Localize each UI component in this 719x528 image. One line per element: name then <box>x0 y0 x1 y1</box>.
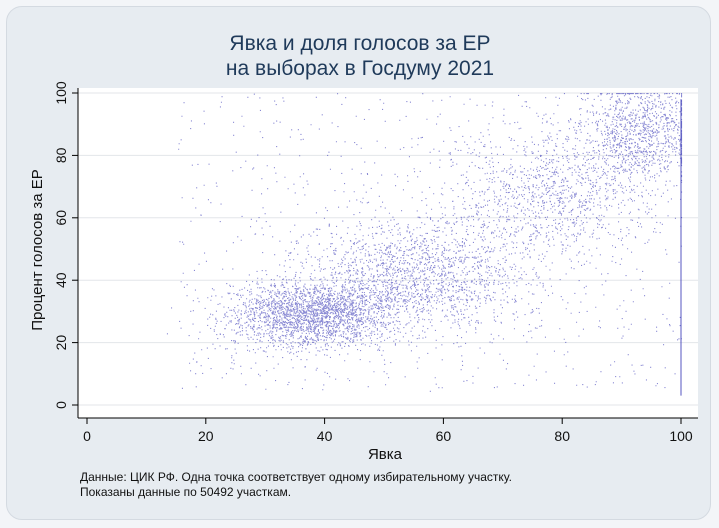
chart-title-line-2: на выборах в Госдуму 2021 <box>226 57 494 80</box>
x-tick-label-100: 100 <box>669 428 693 444</box>
scatter-points <box>166 93 683 392</box>
y-tick-label-60: 60 <box>53 210 69 226</box>
gridlines <box>78 92 698 406</box>
footnote-line-1: Данные: ЦИК РФ. Одна точка соответствует… <box>80 470 512 484</box>
x-axis-label: Явка <box>368 446 403 463</box>
y-tick-label-80: 80 <box>53 147 69 163</box>
footnote-line-2: Показаны данные по 50492 участкам. <box>80 485 292 499</box>
y-tick-label-20: 20 <box>53 335 69 351</box>
x-tick-label-20: 20 <box>198 428 214 444</box>
x-tick-label-60: 60 <box>436 428 452 444</box>
y-axis-label: Процент голосов за ЕР <box>29 169 46 331</box>
x-tick-label-0: 0 <box>83 428 91 444</box>
y-tick-label-100: 100 <box>53 81 69 105</box>
x-tick-label-80: 80 <box>554 428 570 444</box>
y-tick-label-0: 0 <box>53 401 69 409</box>
chart-title-line-1: Явка и доля голосов за ЕР <box>229 32 490 55</box>
x-tick-label-40: 40 <box>317 428 333 444</box>
data-points <box>166 93 683 396</box>
y-tick-label-40: 40 <box>53 272 69 288</box>
axes: 0 20 40 60 80 100 0 20 40 60 80 100 <box>53 81 698 444</box>
